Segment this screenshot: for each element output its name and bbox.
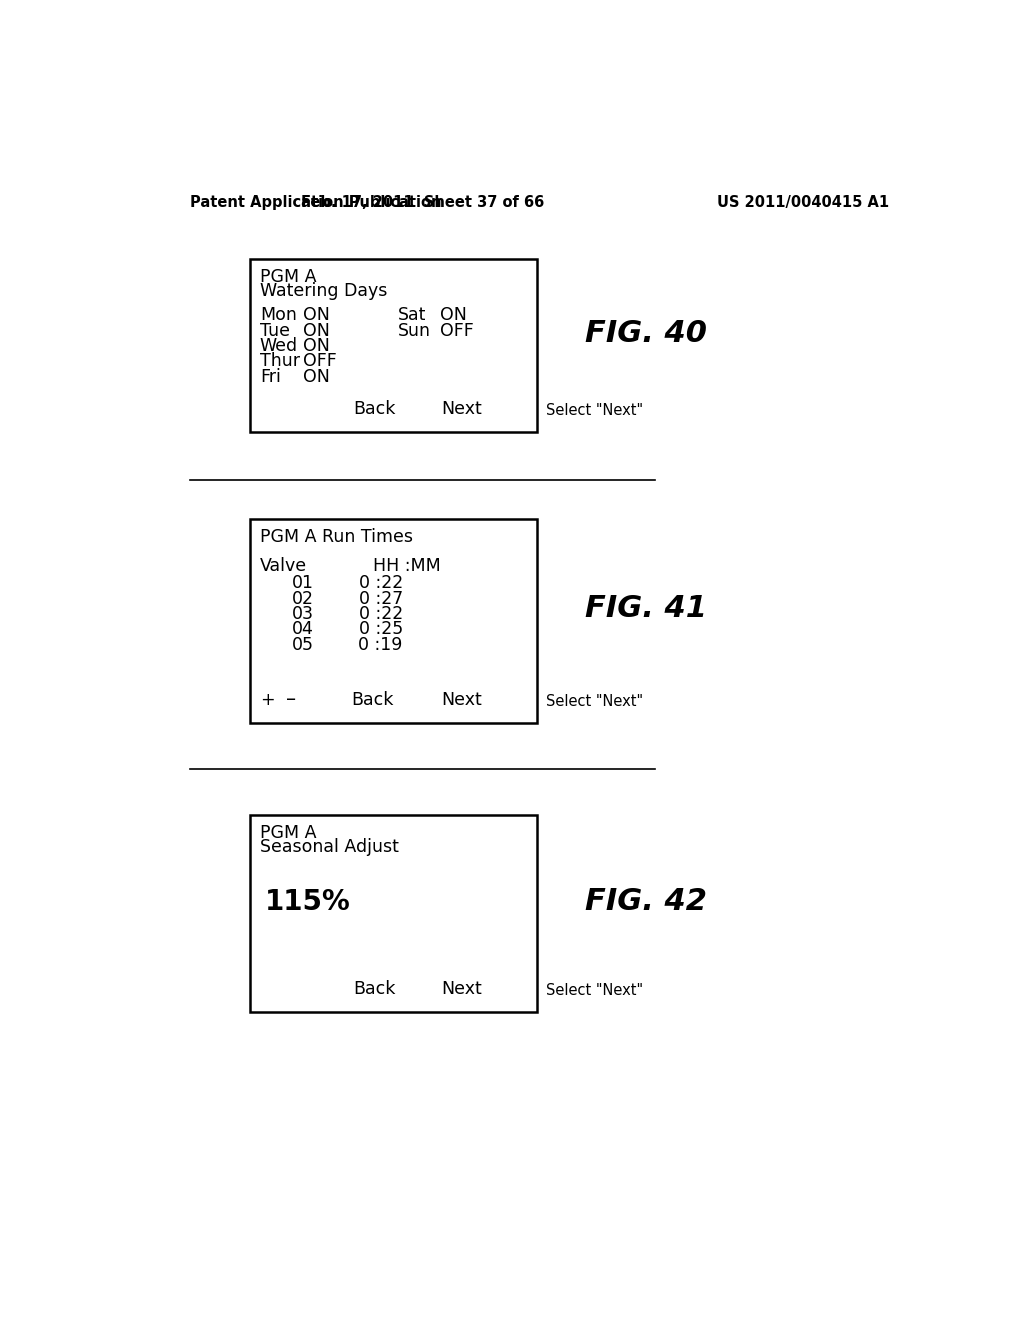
Text: PGM A Run Times: PGM A Run Times [260,528,413,546]
Text: 0 :22: 0 :22 [358,574,402,593]
Text: OFF: OFF [440,322,474,339]
Text: 0 :27: 0 :27 [358,590,402,607]
Text: US 2011/0040415 A1: US 2011/0040415 A1 [717,195,889,210]
Text: 0 :25: 0 :25 [358,620,402,639]
Text: PGM A: PGM A [260,268,316,285]
Text: ON: ON [303,337,330,355]
Text: FIG. 40: FIG. 40 [586,318,708,347]
Text: Fri: Fri [260,368,281,385]
Text: 03: 03 [292,605,314,623]
Text: Mon: Mon [260,306,297,325]
Bar [251,519,538,723]
Text: Next: Next [441,400,482,418]
Text: Back: Back [353,979,395,998]
Text: FIG. 41: FIG. 41 [586,594,708,623]
Text: HH :MM: HH :MM [373,557,440,576]
Text: 0 :19: 0 :19 [358,636,402,653]
Text: 01: 01 [292,574,314,593]
Text: ON: ON [440,306,467,325]
Text: 0 :22: 0 :22 [358,605,402,623]
Bar [251,259,538,432]
Text: Tue: Tue [260,322,290,339]
Text: 115%: 115% [264,888,350,916]
Text: Seasonal Adjust: Seasonal Adjust [260,838,398,857]
Text: Wed: Wed [260,337,298,355]
Text: Back: Back [353,400,395,418]
Text: 04: 04 [292,620,314,639]
Text: ON: ON [303,306,330,325]
Text: Feb. 17, 2011  Sheet 37 of 66: Feb. 17, 2011 Sheet 37 of 66 [301,195,544,210]
Text: Select "Next": Select "Next" [547,694,644,709]
Text: PGM A: PGM A [260,825,316,842]
Text: Select "Next": Select "Next" [547,403,644,418]
Text: FIG. 42: FIG. 42 [586,887,708,916]
Text: ON: ON [303,368,330,385]
Text: –: – [286,690,296,709]
Text: 05: 05 [292,636,314,653]
Text: Next: Next [441,690,482,709]
Bar [251,816,538,1011]
Text: Thur: Thur [260,352,300,371]
Text: 02: 02 [292,590,314,607]
Text: Select "Next": Select "Next" [547,982,644,998]
Text: Watering Days: Watering Days [260,281,387,300]
Text: Back: Back [351,690,394,709]
Text: Next: Next [441,979,482,998]
Text: Sun: Sun [397,322,431,339]
Text: ON: ON [303,322,330,339]
Text: +: + [260,690,274,709]
Text: Sat: Sat [397,306,426,325]
Text: Valve: Valve [260,557,307,576]
Text: OFF: OFF [303,352,337,371]
Text: Patent Application Publication: Patent Application Publication [190,195,441,210]
